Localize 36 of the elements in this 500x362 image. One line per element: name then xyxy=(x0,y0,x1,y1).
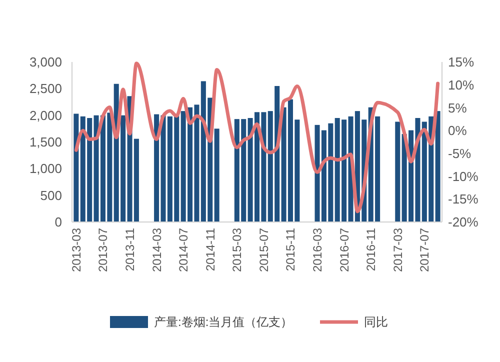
y-tick-label: 1,500 xyxy=(29,134,62,150)
x-tick-label: 2015-07 xyxy=(256,228,271,272)
y-tick-label: 2,500 xyxy=(29,81,62,96)
y-tick-label: 2,000 xyxy=(29,108,62,123)
y2-tick-label: -20% xyxy=(448,214,479,230)
x-tick-label: 2014-03 xyxy=(150,228,164,272)
y-tick-label: 500 xyxy=(40,188,62,203)
x-tick-label: 2015-11 xyxy=(284,228,298,272)
y2-tick-label: -5% xyxy=(448,146,472,161)
x-tick-label: 2016-03 xyxy=(310,228,324,272)
y2-tick-label: -10% xyxy=(448,168,479,184)
x-tick-label: 2013-03 xyxy=(69,228,84,272)
legend-label: 产量:卷烟:当月值（亿支） xyxy=(154,315,293,330)
y-tick-label: 1,000 xyxy=(29,161,62,176)
x-tick-label: 2016-07 xyxy=(337,228,352,272)
bar xyxy=(74,114,79,222)
x-tick-label: 2017-03 xyxy=(390,228,405,272)
x-tick-label: 2017-07 xyxy=(418,228,432,272)
legend-label: 同比 xyxy=(364,315,388,330)
y2-tick-label: 5% xyxy=(448,100,468,116)
x-tick-label: 2013-07 xyxy=(96,228,110,272)
y2-tick-label: 15% xyxy=(448,54,474,70)
bar xyxy=(435,111,440,222)
y2-tick-label: 0% xyxy=(448,123,468,138)
bar xyxy=(395,122,400,222)
y2-tick-label: 10% xyxy=(448,77,474,92)
y2-tick-label: -15% xyxy=(448,192,479,207)
x-tick-label: 2016-11 xyxy=(364,228,378,272)
x-tick-label: 2014-07 xyxy=(176,228,191,272)
x-tick-label: 2013-11 xyxy=(122,228,137,272)
line-series xyxy=(74,62,440,214)
x-tick-label: 2014-11 xyxy=(203,228,218,272)
y-tick-label: 3,000 xyxy=(29,54,62,70)
bar xyxy=(214,128,220,222)
y-tick-label: 0 xyxy=(54,214,62,230)
x-tick-label: 2015-03 xyxy=(230,228,244,272)
